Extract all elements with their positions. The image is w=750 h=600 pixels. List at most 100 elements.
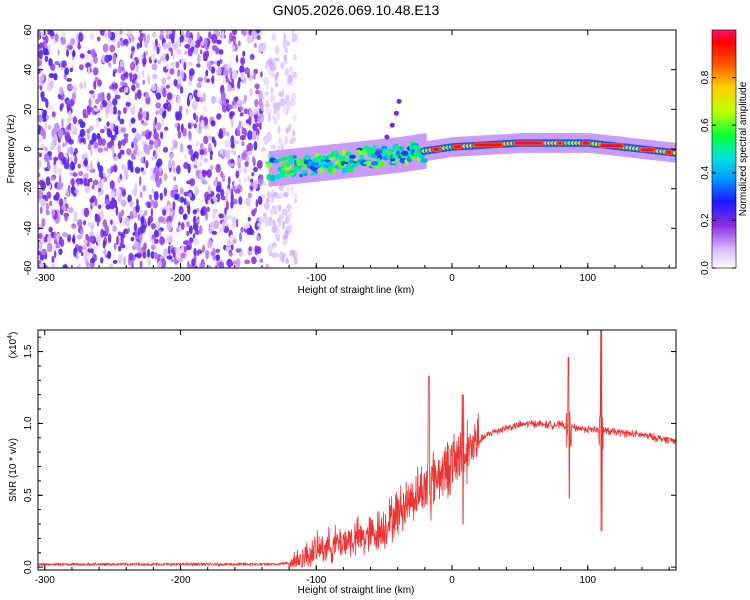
noise-cell <box>96 133 101 140</box>
noise-cell <box>263 135 269 145</box>
noise-cell <box>245 156 250 162</box>
noise-cell <box>255 89 260 95</box>
noise-cell <box>197 77 204 82</box>
band-halo-cell <box>268 151 272 187</box>
noise-cell <box>238 40 241 47</box>
noise-cell <box>237 129 241 137</box>
noise-cell <box>173 176 177 182</box>
noise-cell <box>241 152 247 161</box>
noise-cell <box>231 104 238 110</box>
noise-cell <box>276 237 280 242</box>
noise-cell <box>169 33 175 40</box>
noise-cell <box>251 256 257 265</box>
noise-cell <box>103 125 107 131</box>
noise-cell <box>96 220 100 227</box>
noise-cell <box>139 176 142 187</box>
noise-cell <box>177 69 181 77</box>
noise-cell <box>215 185 222 193</box>
noise-cell <box>240 57 246 66</box>
noise-cell <box>202 92 206 103</box>
noise-cell <box>61 31 66 39</box>
noise-cell <box>43 153 50 163</box>
colorbar-tick-label: 0.0 <box>700 261 711 275</box>
noise-cell <box>218 213 224 219</box>
noise-cell <box>139 260 143 268</box>
noise-cell <box>67 234 72 243</box>
noise-cell <box>125 101 131 107</box>
noise-cell <box>177 130 182 139</box>
noise-cell <box>242 77 247 84</box>
noise-cell <box>290 98 296 107</box>
noise-cell <box>139 209 143 218</box>
noise-cell <box>281 220 286 230</box>
noise-cell <box>207 199 211 205</box>
noise-cell <box>244 67 251 75</box>
noise-cell <box>271 225 277 234</box>
noise-cell <box>221 30 225 40</box>
noise-cell <box>235 248 242 253</box>
noise-cell <box>87 50 92 55</box>
noise-cell <box>259 174 264 180</box>
noise-cell <box>214 264 218 268</box>
noise-cell <box>257 116 261 122</box>
noise-cell <box>102 240 106 249</box>
band-cell <box>395 150 401 156</box>
noise-cell <box>159 131 164 140</box>
noise-cell <box>86 128 91 134</box>
noise-cell <box>107 172 111 179</box>
noise-cell <box>118 245 122 252</box>
band-cell <box>338 155 347 161</box>
noise-cell <box>57 144 62 153</box>
noise-cell <box>131 261 134 268</box>
noise-cell <box>200 119 205 128</box>
noise-cell <box>260 71 263 78</box>
noise-cell <box>239 65 245 74</box>
noise-cell <box>63 205 67 212</box>
noise-cell <box>165 234 170 244</box>
noise-cell <box>186 221 190 228</box>
noise-cell <box>142 252 147 259</box>
band-cell <box>327 154 334 158</box>
noise-cell <box>50 141 55 148</box>
noise-cell <box>225 99 230 104</box>
noise-cell <box>81 245 87 250</box>
noise-cell <box>228 104 233 110</box>
noise-cell <box>80 251 84 257</box>
noise-cell <box>147 74 151 85</box>
noise-cell <box>59 238 65 248</box>
noise-cell <box>127 194 132 203</box>
noise-cell <box>226 239 232 247</box>
noise-cell <box>44 121 48 131</box>
noise-cell <box>58 151 64 161</box>
noise-cell <box>165 63 169 70</box>
noise-cell <box>183 154 187 160</box>
noise-cell <box>100 128 105 134</box>
band-core <box>454 145 461 148</box>
noise-cell <box>209 220 215 231</box>
noise-cell <box>224 207 227 216</box>
noise-cell <box>154 165 159 175</box>
noise-cell <box>193 151 199 161</box>
band-core <box>515 141 543 145</box>
noise-cell <box>155 102 162 109</box>
band-core <box>600 144 623 147</box>
noise-cell <box>139 30 142 34</box>
noise-cell <box>252 182 258 190</box>
band-core <box>433 148 440 151</box>
noise-cell <box>282 60 289 66</box>
noise-cell <box>40 143 45 151</box>
band-cell <box>304 154 311 161</box>
noise-cell <box>196 31 200 40</box>
spectrogram-cells <box>38 30 676 268</box>
noise-cell <box>119 60 125 68</box>
noise-cell <box>173 79 178 87</box>
noise-cell <box>264 200 270 211</box>
band-halo-cell <box>331 144 335 180</box>
noise-cell <box>134 92 138 101</box>
noise-cell <box>89 32 95 41</box>
colorbar-tick-label: 0.6 <box>700 118 711 132</box>
noise-cell <box>196 54 201 64</box>
noise-cell <box>163 187 167 197</box>
noise-cell <box>231 30 238 36</box>
noise-cell <box>268 252 273 257</box>
